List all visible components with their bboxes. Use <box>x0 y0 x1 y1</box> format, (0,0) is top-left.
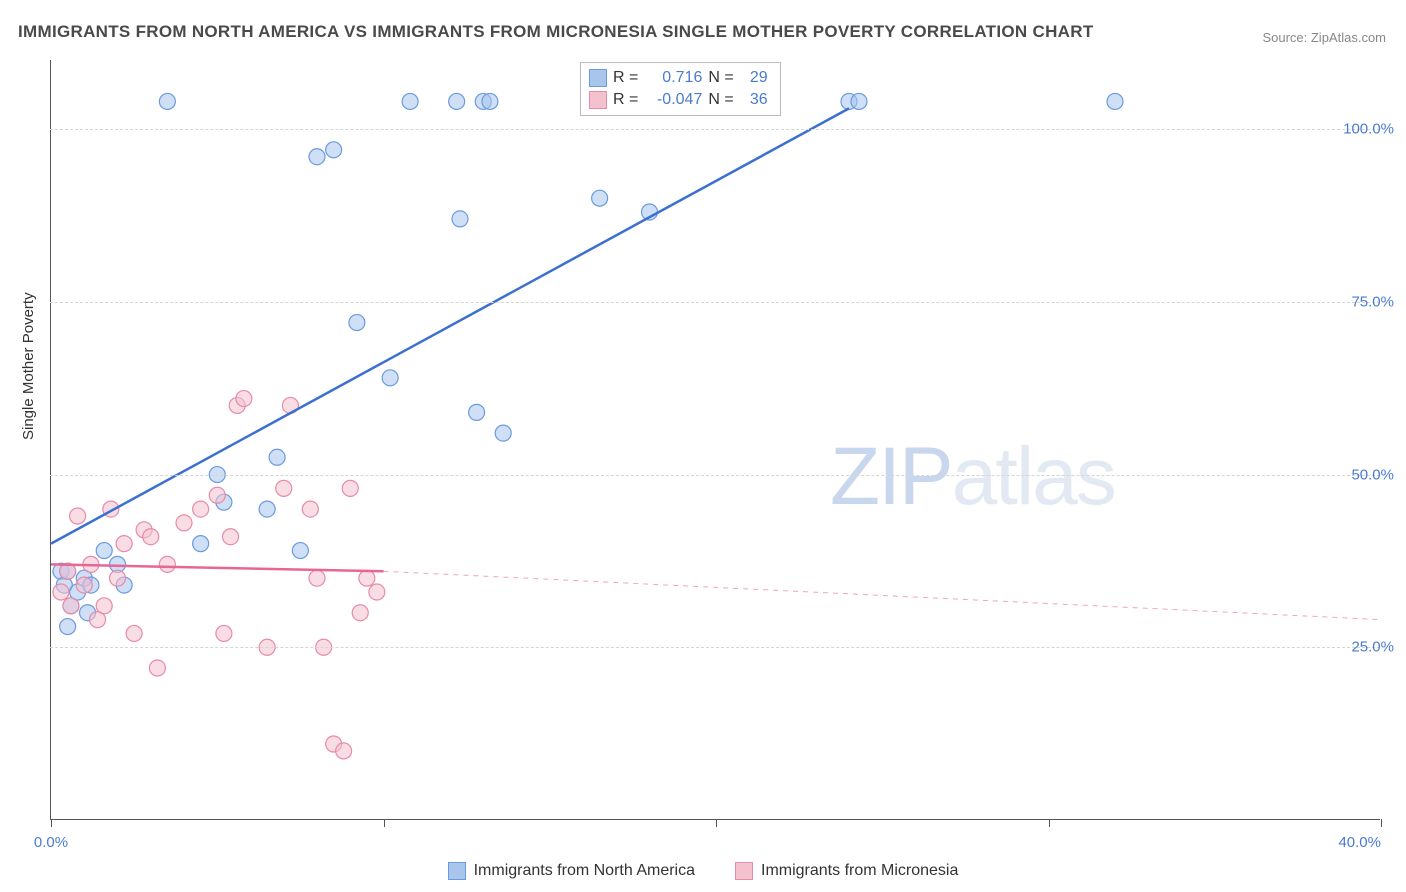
x-tick <box>1381 819 1382 827</box>
data-point <box>469 404 485 420</box>
data-point <box>63 598 79 614</box>
legend-r-value-2: -0.047 <box>644 91 702 109</box>
data-point <box>116 536 132 552</box>
data-point <box>143 529 159 545</box>
bottom-legend-label-2: Immigrants from Micronesia <box>761 862 958 880</box>
legend-r-label: R = <box>613 91 638 109</box>
data-point <box>126 625 142 641</box>
y-tick-label: 100.0% <box>1343 121 1394 138</box>
data-point <box>193 536 209 552</box>
data-point <box>159 556 175 572</box>
data-point <box>96 543 112 559</box>
data-point <box>223 529 239 545</box>
gridline <box>50 302 1380 303</box>
data-point <box>1107 93 1123 109</box>
legend-swatch-1 <box>589 69 607 87</box>
y-tick-label: 50.0% <box>1351 466 1394 483</box>
data-point <box>236 391 252 407</box>
legend-r-label: R = <box>613 69 638 87</box>
data-point <box>302 501 318 517</box>
bottom-legend-item-2: Immigrants from Micronesia <box>735 862 958 880</box>
legend-n-label: N = <box>708 91 733 109</box>
data-point <box>326 142 342 158</box>
x-tick <box>716 819 717 827</box>
y-tick-label: 25.0% <box>1351 639 1394 656</box>
data-point <box>449 93 465 109</box>
legend-row-series-2: R = -0.047 N = 36 <box>589 89 768 111</box>
bottom-legend-label-1: Immigrants from North America <box>474 862 695 880</box>
data-point <box>359 570 375 586</box>
data-point <box>70 508 86 524</box>
gridline <box>50 475 1380 476</box>
y-axis-label: Single Mother Poverty <box>20 292 37 440</box>
legend-n-label: N = <box>708 69 733 87</box>
x-tick <box>1049 819 1050 827</box>
data-point <box>349 315 365 331</box>
data-point <box>369 584 385 600</box>
legend-swatch-2 <box>589 91 607 109</box>
data-point <box>259 501 275 517</box>
trend-line-2-dashed <box>384 571 1382 619</box>
correlation-legend: R = 0.716 N = 29 R = -0.047 N = 36 <box>580 62 781 116</box>
data-point <box>149 660 165 676</box>
scatter-chart <box>51 60 1381 820</box>
legend-row-series-1: R = 0.716 N = 29 <box>589 67 768 89</box>
bottom-legend: Immigrants from North America Immigrants… <box>0 862 1406 880</box>
gridline <box>50 129 1380 130</box>
y-tick-label: 75.0% <box>1351 293 1394 310</box>
legend-r-value-1: 0.716 <box>644 69 702 87</box>
data-point <box>402 93 418 109</box>
bottom-legend-swatch-2 <box>735 862 753 880</box>
data-point <box>851 93 867 109</box>
x-tick-label: 40.0% <box>1338 834 1381 851</box>
data-point <box>53 584 69 600</box>
data-point <box>176 515 192 531</box>
gridline <box>50 647 1380 648</box>
x-tick <box>384 819 385 827</box>
data-point <box>352 605 368 621</box>
trend-line-2-solid <box>51 564 384 571</box>
data-point <box>482 93 498 109</box>
legend-n-value-1: 29 <box>740 69 768 87</box>
legend-n-value-2: 36 <box>740 91 768 109</box>
source-label: Source: ZipAtlas.com <box>1262 30 1386 45</box>
data-point <box>292 543 308 559</box>
chart-title: IMMIGRANTS FROM NORTH AMERICA VS IMMIGRA… <box>18 22 1094 42</box>
x-tick <box>51 819 52 827</box>
data-point <box>592 190 608 206</box>
data-point <box>216 625 232 641</box>
bottom-legend-swatch-1 <box>448 862 466 880</box>
data-point <box>495 425 511 441</box>
data-point <box>269 449 285 465</box>
data-point <box>209 487 225 503</box>
data-point <box>382 370 398 386</box>
data-point <box>76 577 92 593</box>
data-point <box>110 570 126 586</box>
data-point <box>309 149 325 165</box>
data-point <box>452 211 468 227</box>
data-point <box>336 743 352 759</box>
data-point <box>159 93 175 109</box>
chart-plot-area: 0.0%40.0% <box>50 60 1380 820</box>
data-point <box>193 501 209 517</box>
data-point <box>276 480 292 496</box>
data-point <box>309 570 325 586</box>
data-point <box>342 480 358 496</box>
bottom-legend-item-1: Immigrants from North America <box>448 862 695 880</box>
x-tick-label: 0.0% <box>34 834 68 851</box>
data-point <box>60 619 76 635</box>
trend-line-1 <box>51 108 849 543</box>
data-point <box>96 598 112 614</box>
